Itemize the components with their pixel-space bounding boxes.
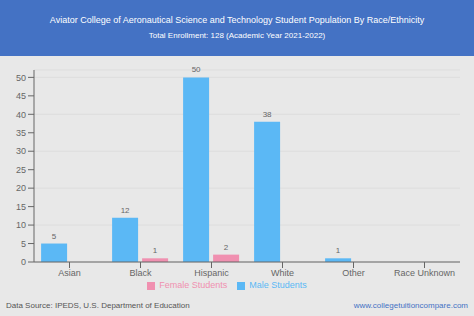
svg-text:35: 35 — [16, 128, 26, 138]
html-text:Data Source: IPEDS, U.S. Depar: Data Source: IPEDS, U.S. Department of E… — [6, 300, 190, 310]
svg-text:Black: Black — [129, 268, 152, 278]
html-text:Female Students: Female Students — [159, 280, 228, 290]
svg-text:15: 15 — [16, 202, 26, 212]
svg-text:50: 50 — [16, 73, 26, 83]
svg-text:5: 5 — [52, 232, 57, 241]
svg-text:30: 30 — [16, 146, 26, 156]
svg-text:5: 5 — [21, 239, 26, 249]
svg-text:25: 25 — [16, 165, 26, 175]
html-text:www.collegetuitioncompare.com: www.collegetuitioncompare.com — [353, 300, 468, 310]
svg-text:45: 45 — [16, 91, 26, 101]
svg-text:Race Unknown: Race Unknown — [394, 268, 455, 278]
svg-text:1: 1 — [336, 246, 341, 255]
svg-text:20: 20 — [16, 183, 26, 193]
svg-text:40: 40 — [16, 110, 26, 120]
svg-text:2: 2 — [224, 243, 229, 252]
svg-text:Asian: Asian — [58, 268, 81, 278]
svg-text:White: White — [271, 268, 294, 278]
svg-text:Hispanic: Hispanic — [194, 268, 229, 278]
html-text:Male Students: Male Students — [249, 280, 307, 290]
html-text:Total Enrollment: 128 (Academi: Total Enrollment: 128 (Academic Year 202… — [148, 31, 326, 40]
svg-text:38: 38 — [263, 110, 272, 119]
svg-text:Other: Other — [342, 268, 365, 278]
svg-text:1: 1 — [153, 246, 158, 255]
svg-text:10: 10 — [16, 220, 26, 230]
svg-text:0: 0 — [21, 257, 26, 267]
html-text:Aviator College of Aeronautica: Aviator College of Aeronautical Science … — [49, 15, 425, 25]
svg-text:50: 50 — [192, 65, 201, 74]
svg-text:12: 12 — [121, 206, 130, 215]
